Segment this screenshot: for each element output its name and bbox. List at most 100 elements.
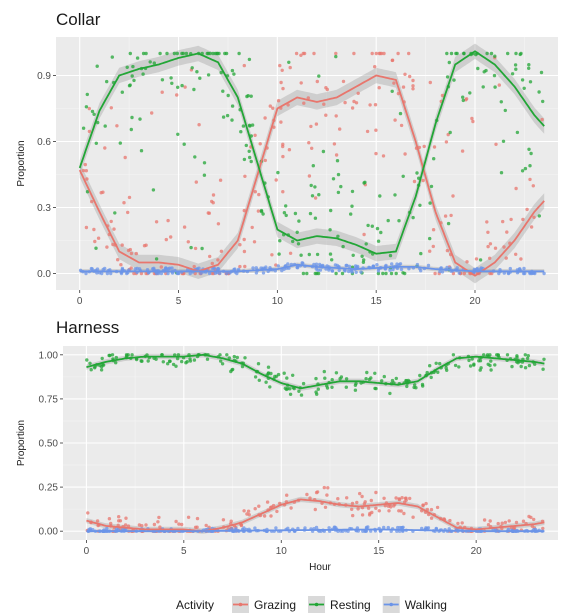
collar-walking-point — [457, 271, 461, 275]
collar-grazing-point — [268, 104, 272, 108]
harness-resting-point — [176, 353, 181, 357]
collar-resting-point — [135, 56, 140, 60]
harness-x-ticks: 0 5 10 15 20 — [84, 540, 482, 557]
harness-grazing-point — [221, 518, 226, 522]
collar-walking-point — [235, 271, 239, 276]
collar-resting-point — [415, 171, 419, 175]
collar-x-ticks: 0 5 10 15 20 — [77, 290, 481, 307]
harness-grazing-point — [289, 506, 293, 510]
collar-grazing-point — [186, 240, 190, 244]
collar-resting-point — [85, 92, 90, 97]
harness-grazing-point — [448, 518, 452, 523]
collar-walking-point — [347, 269, 351, 274]
harness-grazing-point — [308, 496, 312, 500]
collar-grazing-point — [464, 98, 468, 102]
collar-grazing-point — [183, 85, 187, 89]
collar-grazing-point — [272, 125, 276, 129]
collar-grazing-point — [92, 227, 96, 232]
harness-resting-point — [297, 389, 301, 393]
harness-resting-point — [344, 385, 348, 389]
collar-grazing-point — [166, 218, 170, 223]
harness-resting-point — [488, 363, 492, 368]
harness-resting-point — [541, 367, 545, 371]
collar-resting-point — [432, 157, 436, 161]
harness-panel: Harness 0 5 10 15 20 0.00 0.25 0.50 0.75 1.00 Pr… — [16, 318, 558, 573]
collar-grazing-point — [412, 179, 417, 184]
harness-grazing-point — [326, 486, 330, 490]
collar-walking-point — [207, 271, 212, 276]
collar-resting-point — [411, 215, 415, 220]
collar-grazing-point — [356, 91, 360, 96]
collar-grazing-point — [428, 80, 432, 85]
collar-resting-point — [170, 81, 174, 86]
collar-resting-point — [317, 74, 321, 78]
collar-title: Collar — [56, 10, 101, 29]
collar-resting-point — [513, 63, 518, 67]
harness-resting-point — [134, 357, 139, 362]
collar-resting-point — [397, 219, 401, 223]
collar-grazing-point — [465, 260, 469, 264]
harness-grazing-point — [242, 509, 246, 513]
harness-resting-point — [264, 380, 268, 384]
collar-resting-point — [335, 159, 340, 163]
collar-grazing-point — [313, 196, 318, 200]
collar-grazing-point — [306, 96, 310, 100]
collar-grazing-point — [169, 235, 173, 239]
collar-resting-point — [175, 51, 179, 56]
harness-resting-point — [510, 364, 514, 369]
harness-resting-point — [243, 356, 247, 360]
collar-resting-point — [172, 51, 177, 56]
collar-grazing-point — [109, 106, 114, 110]
collar-grazing-point — [451, 194, 455, 198]
collar-grazing-point — [505, 230, 509, 234]
harness-resting-point — [453, 363, 458, 368]
collar-resting-point — [462, 51, 466, 56]
collar-walking-point — [84, 271, 88, 276]
harness-resting-point — [192, 358, 197, 362]
collar-resting-point — [514, 67, 518, 71]
collar-grazing-point — [324, 113, 328, 117]
collar-resting-point — [379, 230, 383, 235]
collar-grazing-point — [315, 79, 319, 84]
collar-resting-point — [310, 194, 315, 198]
collar-walking-point — [426, 263, 431, 268]
legend-items: Grazing Resting Walking — [232, 596, 447, 613]
harness-grazing-point — [323, 505, 328, 509]
collar-resting-point — [95, 64, 99, 68]
harness-y-axis-title: Proportion — [16, 420, 27, 466]
collar-resting-point — [308, 211, 313, 216]
collar-grazing-point — [129, 251, 134, 256]
collar-walking-point — [286, 262, 290, 266]
collar-grazing-point — [301, 51, 305, 56]
harness-resting-point — [496, 353, 500, 357]
collar-grazing-point — [422, 144, 426, 149]
harness-resting-point — [231, 367, 235, 372]
collar-resting-point — [144, 51, 148, 56]
collar-resting-point — [384, 271, 388, 276]
harness-grazing-point — [503, 520, 508, 525]
collar-resting-point — [305, 271, 309, 276]
collar-grazing-point — [253, 190, 257, 194]
harness-resting-point — [232, 354, 236, 359]
collar-grazing-point — [312, 51, 316, 56]
harness-grazing-point — [394, 496, 398, 500]
collar-grazing-point — [486, 230, 490, 234]
collar-resting-point — [523, 166, 528, 171]
harness-resting-point — [478, 359, 483, 363]
collar-resting-point — [489, 51, 494, 56]
collar-walking-point — [233, 267, 237, 271]
collar-grazing-point — [134, 251, 138, 256]
harness-resting-point — [339, 375, 344, 379]
collar-resting-point — [154, 257, 159, 261]
collar-grazing-point — [286, 103, 290, 107]
harness-grazing-point — [107, 517, 112, 521]
collar-grazing-point — [408, 74, 412, 79]
collar-resting-point — [202, 161, 207, 165]
harness-grazing-point — [177, 522, 181, 526]
harness-walking-point — [386, 525, 390, 530]
collar-grazing-point — [207, 211, 211, 215]
collar-grazing-point — [403, 152, 407, 156]
harness-grazing-point — [514, 520, 519, 525]
collar-resting-point — [528, 164, 532, 168]
collar-resting-point — [315, 271, 319, 276]
